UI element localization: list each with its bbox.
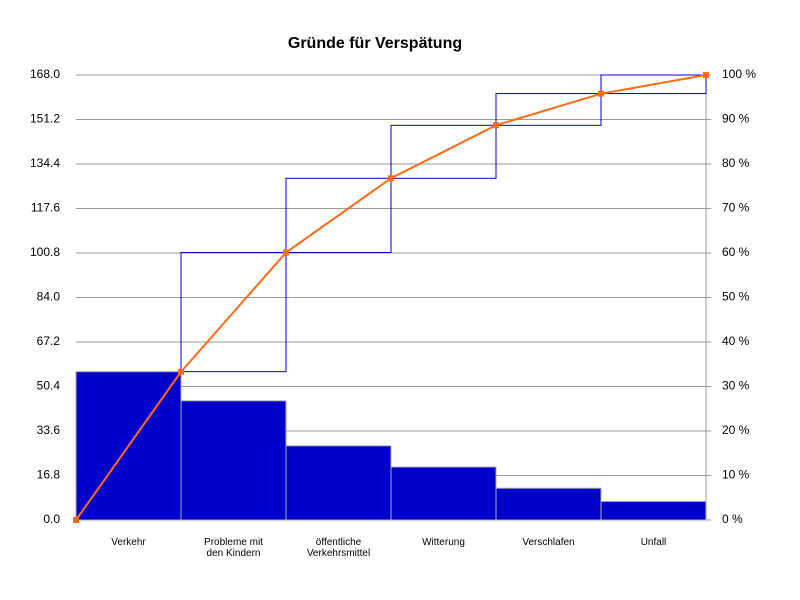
cumulative-marker	[598, 90, 604, 97]
cumulative-step	[285, 177, 392, 253]
y2-tick-label: 70 %	[722, 201, 750, 215]
y2-tick-label: 60 %	[722, 245, 750, 259]
y2-tick-label: 20 %	[722, 423, 750, 437]
bar	[600, 500, 707, 521]
cumulative-step	[390, 124, 497, 179]
y-tick-label: 50.4	[37, 379, 61, 393]
y2-tick-label: 100 %	[722, 67, 756, 81]
bar	[495, 487, 602, 521]
x-tick-label: Verschlafen	[522, 537, 574, 548]
y2-tick-label: 40 %	[722, 334, 750, 348]
y-tick-label: 168.0	[30, 67, 60, 81]
x-tick-label-line: Witterung	[422, 537, 465, 548]
x-tick-label: Verkehr	[111, 537, 146, 548]
bar	[390, 466, 497, 521]
cumulative-step	[180, 251, 287, 373]
y-tick-label: 0.0	[43, 512, 60, 526]
y-tick-label: 84.0	[37, 290, 61, 304]
y-tick-label: 134.4	[30, 156, 60, 170]
x-tick-label: Probleme mit den Kindern	[204, 537, 263, 559]
cumulative-marker	[283, 249, 289, 256]
cumulative-marker	[493, 122, 499, 129]
y2-tick-label: 80 %	[722, 156, 750, 170]
x-tick-label: Unfall	[641, 537, 667, 548]
y-tick-label: 67.2	[37, 334, 61, 348]
chart-title: Gründe für Verspätung	[288, 35, 462, 52]
y2-tick-label: 0 %	[722, 512, 743, 526]
x-tick-label: öffentliche Verkehrsmittel	[307, 537, 370, 559]
y-tick-label: 33.6	[37, 423, 61, 437]
cumulative-marker	[73, 517, 79, 523]
cumulative-marker	[388, 175, 394, 182]
x-tick-label-line: Verkehr	[111, 537, 146, 548]
y2-tick-label: 90 %	[722, 112, 750, 126]
x-tick-label-line: Unfall	[641, 537, 667, 548]
y-tick-label: 117.6	[31, 201, 60, 215]
cumulative-step	[600, 74, 707, 95]
y2-tick-label: 10 %	[722, 468, 750, 482]
x-tick-label-line: den Kindern	[207, 548, 261, 559]
y-tick-label: 16.8	[37, 468, 61, 482]
x-tick-label-line: Verschlafen	[522, 537, 574, 548]
cumulative-marker	[703, 72, 709, 78]
x-tick-label-line: öffentliche	[316, 537, 362, 548]
y2-tick-label: 50 %	[722, 290, 750, 304]
y2-tick-label: 30 %	[722, 379, 750, 393]
bar	[180, 400, 287, 521]
cumulative-marker	[178, 368, 184, 375]
x-tick-label: Witterung	[422, 537, 465, 548]
y-tick-label: 151.2	[30, 112, 60, 126]
x-tick-label-line: Probleme mit	[204, 537, 263, 548]
x-tick-label-line: Verkehrsmittel	[307, 548, 370, 559]
y-tick-label: 100.8	[30, 245, 60, 259]
bar	[285, 445, 392, 521]
cumulative-step	[495, 93, 602, 126]
